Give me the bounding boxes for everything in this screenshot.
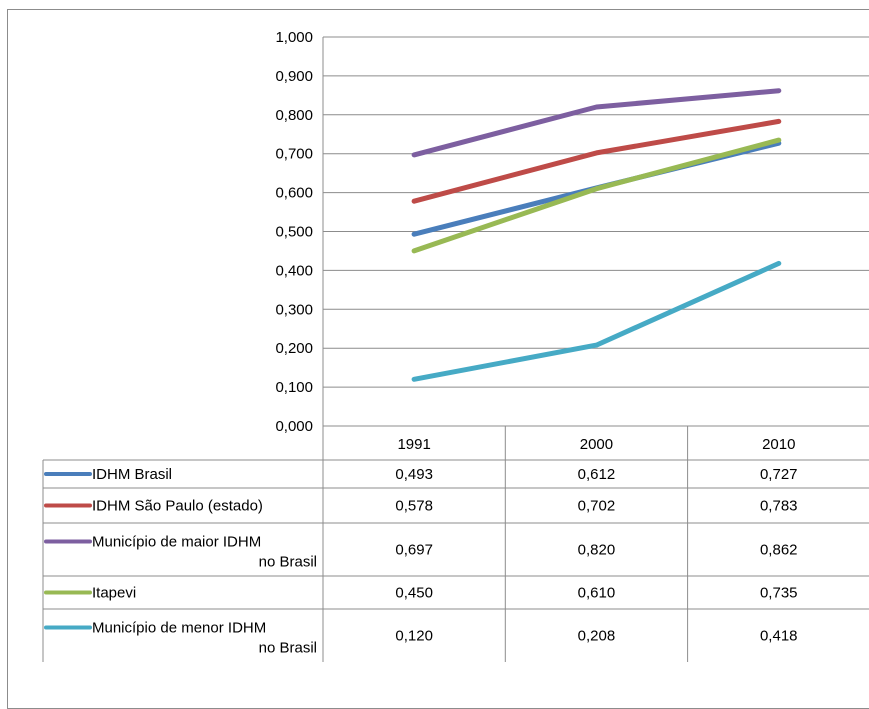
y-tick-label: 0,000 [275, 418, 313, 435]
series-line [411, 260, 782, 382]
data-cell: 0,493 [395, 466, 433, 483]
series-name: Itapevi [92, 585, 136, 602]
data-cell: 0,735 [760, 585, 798, 602]
y-tick-label: 1,000 [275, 29, 313, 46]
y-tick-label: 0,100 [275, 379, 313, 396]
series-name-cont: no Brasil [259, 554, 317, 571]
series-lines [411, 88, 782, 382]
data-cell: 0,610 [578, 585, 616, 602]
data-cell: 0,208 [578, 628, 616, 645]
data-cell: 0,727 [760, 466, 798, 483]
series-line [411, 88, 782, 158]
data-cell: 0,820 [578, 542, 616, 559]
x-category-label: 1991 [397, 436, 430, 453]
y-tick-label: 0,800 [275, 107, 313, 124]
series-line [411, 118, 782, 204]
series-line [411, 137, 782, 254]
data-cell: 0,702 [578, 498, 616, 515]
series-name: IDHM São Paulo (estado) [92, 498, 263, 515]
data-cell: 0,450 [395, 585, 433, 602]
x-category-label: 2010 [762, 436, 795, 453]
data-cell: 0,418 [760, 628, 798, 645]
data-table: 1991 2000 2010 IDHM Brasil 0,493 0,612 0,727 ID… [42, 426, 869, 662]
y-tick-label: 0,200 [275, 340, 313, 357]
line-chart: 0,000 0,100 0,200 0,300 0,400 0,500 0,600 0,700… [42, 29, 869, 662]
data-cell: 0,862 [760, 542, 798, 559]
gridlines [322, 36, 869, 427]
series-name: Município de maior IDHM [92, 534, 261, 551]
data-cell: 0,783 [760, 498, 798, 515]
series-name: Município de menor IDHM [92, 620, 266, 637]
y-tick-label: 0,300 [275, 301, 313, 318]
y-axis-ticks: 0,000 0,100 0,200 0,300 0,400 0,500 0,600 0,700… [275, 29, 313, 435]
x-category-label: 2000 [580, 436, 613, 453]
y-tick-label: 0,400 [275, 262, 313, 279]
series-name: IDHM Brasil [92, 466, 172, 483]
y-tick-label: 0,900 [275, 68, 313, 85]
data-cell: 0,120 [395, 628, 433, 645]
chart-frame [7, 9, 869, 709]
data-cell: 0,612 [578, 466, 616, 483]
data-cell: 0,697 [395, 542, 433, 559]
y-tick-label: 0,500 [275, 224, 313, 241]
series-name-cont: no Brasil [259, 640, 317, 657]
y-tick-label: 0,700 [275, 146, 313, 163]
data-cell: 0,578 [395, 498, 433, 515]
y-tick-label: 0,600 [275, 185, 313, 202]
